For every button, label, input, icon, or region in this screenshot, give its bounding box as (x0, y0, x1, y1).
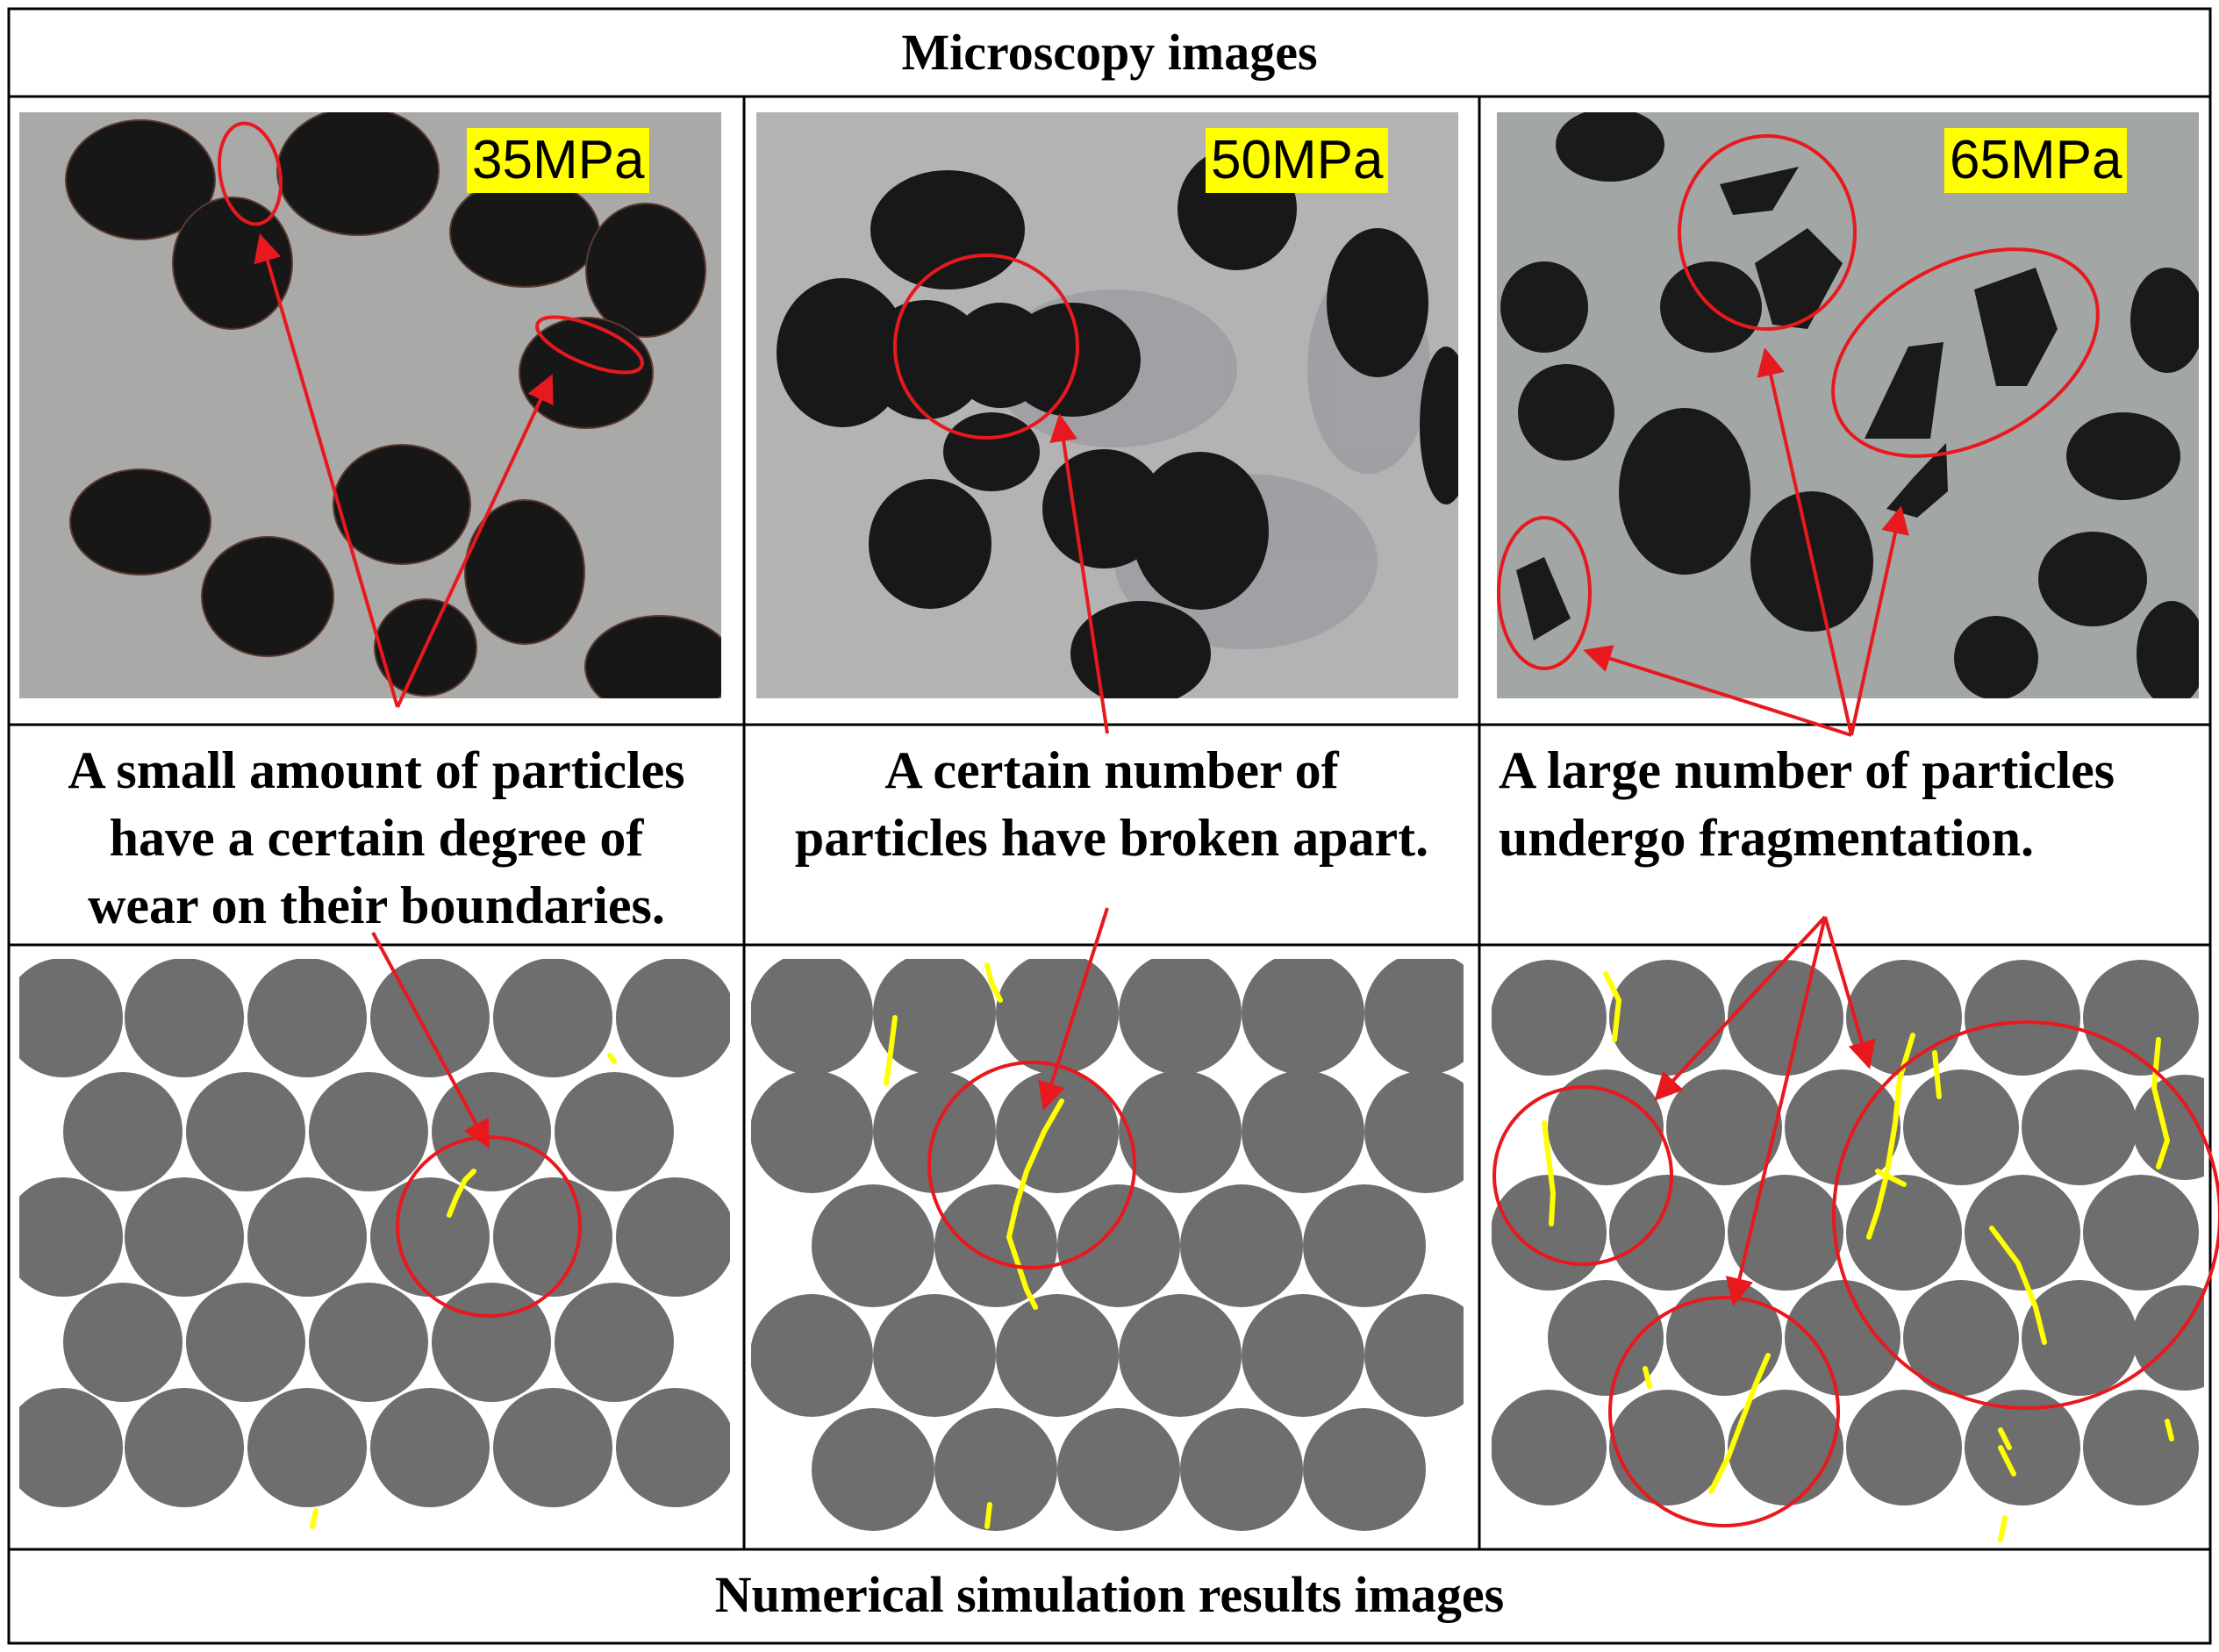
pressure-label-35mpa: 35MPa (467, 128, 650, 193)
microscopy-images-title: Microscopy images (901, 24, 1318, 81)
simulation-image-50mpa (751, 959, 1464, 1542)
caption-50mpa-line-1: A certain number of (884, 741, 1339, 799)
pressure-label-50mpa: 50MPa (1206, 128, 1389, 193)
caption-35mpa-line-1: A small amount of particles (68, 741, 685, 799)
caption-50mpa: A certain number of particles have broke… (744, 737, 1479, 872)
caption-65mpa-line-2: undergo fragmentation. (1499, 809, 2034, 867)
caption-35mpa-line-2: have a certain degree of (109, 809, 644, 867)
pressure-label-65mpa: 65MPa (1944, 128, 2128, 193)
simulation-image-35mpa (19, 959, 730, 1542)
caption-50mpa-line-2: particles have broken apart. (794, 809, 1429, 867)
caption-65mpa-line-1: A large number of particles (1499, 741, 2115, 799)
microscopy-image-65mpa (1497, 112, 2199, 698)
caption-65mpa: A large number of particles undergo frag… (1499, 737, 2210, 872)
microscopy-image-35mpa (19, 112, 721, 698)
annotation-arrows (254, 233, 1909, 1306)
caption-35mpa-line-3: wear on their boundaries. (88, 876, 665, 934)
caption-35mpa: A small amount of particles have a certa… (9, 737, 744, 940)
simulation-images-title: Numerical simulation results images (714, 1566, 1505, 1623)
annotation-circles (218, 121, 2219, 1527)
table-frame (7, 7, 2212, 1645)
microscopy-image-50mpa (756, 112, 1458, 698)
simulation-image-65mpa (1492, 959, 2204, 1542)
